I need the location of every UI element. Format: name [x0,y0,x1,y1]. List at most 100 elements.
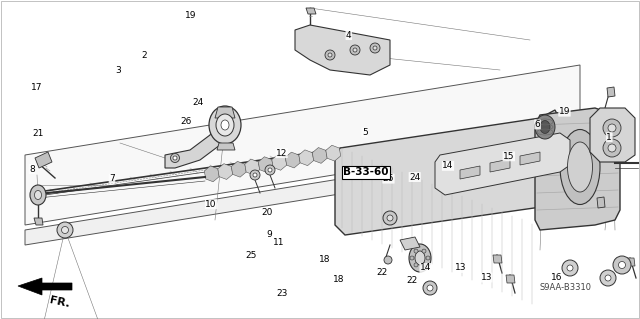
Text: 18: 18 [319,256,331,264]
Ellipse shape [61,226,68,234]
Ellipse shape [560,130,600,204]
Ellipse shape [35,190,42,199]
Ellipse shape [328,53,332,57]
Ellipse shape [370,43,380,53]
Ellipse shape [170,153,179,162]
Ellipse shape [221,120,229,130]
Polygon shape [607,87,615,97]
Ellipse shape [268,168,272,172]
Polygon shape [25,65,580,225]
Polygon shape [520,152,540,165]
Polygon shape [460,166,480,179]
Polygon shape [18,278,72,295]
Text: 24: 24 [409,173,420,182]
Ellipse shape [535,115,555,139]
Ellipse shape [173,156,177,160]
Polygon shape [535,108,620,230]
Ellipse shape [250,170,260,180]
Text: 7: 7 [109,174,115,183]
Ellipse shape [383,211,397,225]
Polygon shape [35,152,52,168]
Text: 9: 9 [266,230,271,239]
Ellipse shape [613,256,631,274]
Polygon shape [506,275,515,283]
Ellipse shape [409,244,431,272]
Ellipse shape [568,142,593,192]
Ellipse shape [373,46,377,50]
Text: 19: 19 [559,107,570,116]
Polygon shape [435,133,570,195]
Ellipse shape [384,256,392,264]
Ellipse shape [540,121,550,133]
Text: 13: 13 [481,273,492,282]
Text: 11: 11 [273,238,284,247]
Text: 1: 1 [607,133,612,142]
Ellipse shape [426,256,430,260]
Text: FR.: FR. [49,295,71,309]
Text: 10: 10 [205,200,217,209]
Ellipse shape [350,45,360,55]
Ellipse shape [422,249,426,253]
Polygon shape [400,237,420,250]
Polygon shape [335,110,560,235]
Polygon shape [295,25,390,75]
Ellipse shape [562,260,578,276]
Ellipse shape [410,256,414,260]
Ellipse shape [414,249,418,253]
Text: 12: 12 [276,149,287,158]
Polygon shape [259,157,273,173]
Ellipse shape [427,285,433,291]
Ellipse shape [608,124,616,132]
Text: S9AA-B3310: S9AA-B3310 [540,284,592,293]
Text: 19: 19 [185,11,196,20]
Polygon shape [272,154,287,170]
Ellipse shape [618,262,625,269]
Text: 16: 16 [551,273,563,282]
Polygon shape [217,143,235,150]
Text: 23: 23 [276,289,287,298]
Ellipse shape [605,275,611,281]
Text: 25: 25 [245,251,257,260]
Polygon shape [312,148,327,163]
Ellipse shape [387,215,393,221]
Ellipse shape [603,139,621,157]
Ellipse shape [422,263,426,267]
Text: 13: 13 [455,263,467,272]
Text: 18: 18 [333,275,345,284]
Text: 21: 21 [33,130,44,138]
Polygon shape [326,145,340,161]
Ellipse shape [353,48,357,52]
Text: 26: 26 [180,117,191,126]
Polygon shape [165,120,230,168]
Text: 6: 6 [535,120,540,129]
Polygon shape [245,159,260,175]
Ellipse shape [608,144,616,152]
Ellipse shape [567,265,573,271]
Ellipse shape [57,222,73,238]
Text: 17: 17 [31,83,43,92]
Polygon shape [218,164,233,179]
Ellipse shape [265,165,275,175]
Text: 22: 22 [406,276,417,285]
Ellipse shape [30,185,46,205]
Text: 24: 24 [193,98,204,107]
Polygon shape [299,150,314,166]
Ellipse shape [415,251,425,265]
Text: 20: 20 [262,208,273,217]
Text: 14: 14 [442,161,454,170]
Polygon shape [285,152,300,168]
Ellipse shape [600,270,616,286]
Text: 5: 5 [362,128,367,137]
Text: 22: 22 [376,268,388,277]
Polygon shape [231,161,246,177]
Text: 8: 8 [29,165,35,174]
Text: 2: 2 [141,51,147,60]
Polygon shape [597,197,605,208]
Polygon shape [306,8,316,14]
Ellipse shape [325,50,335,60]
Text: B-33-60: B-33-60 [343,167,389,177]
Ellipse shape [603,119,621,137]
Text: 26: 26 [383,174,394,183]
Ellipse shape [414,263,418,267]
Text: 14: 14 [420,263,431,272]
